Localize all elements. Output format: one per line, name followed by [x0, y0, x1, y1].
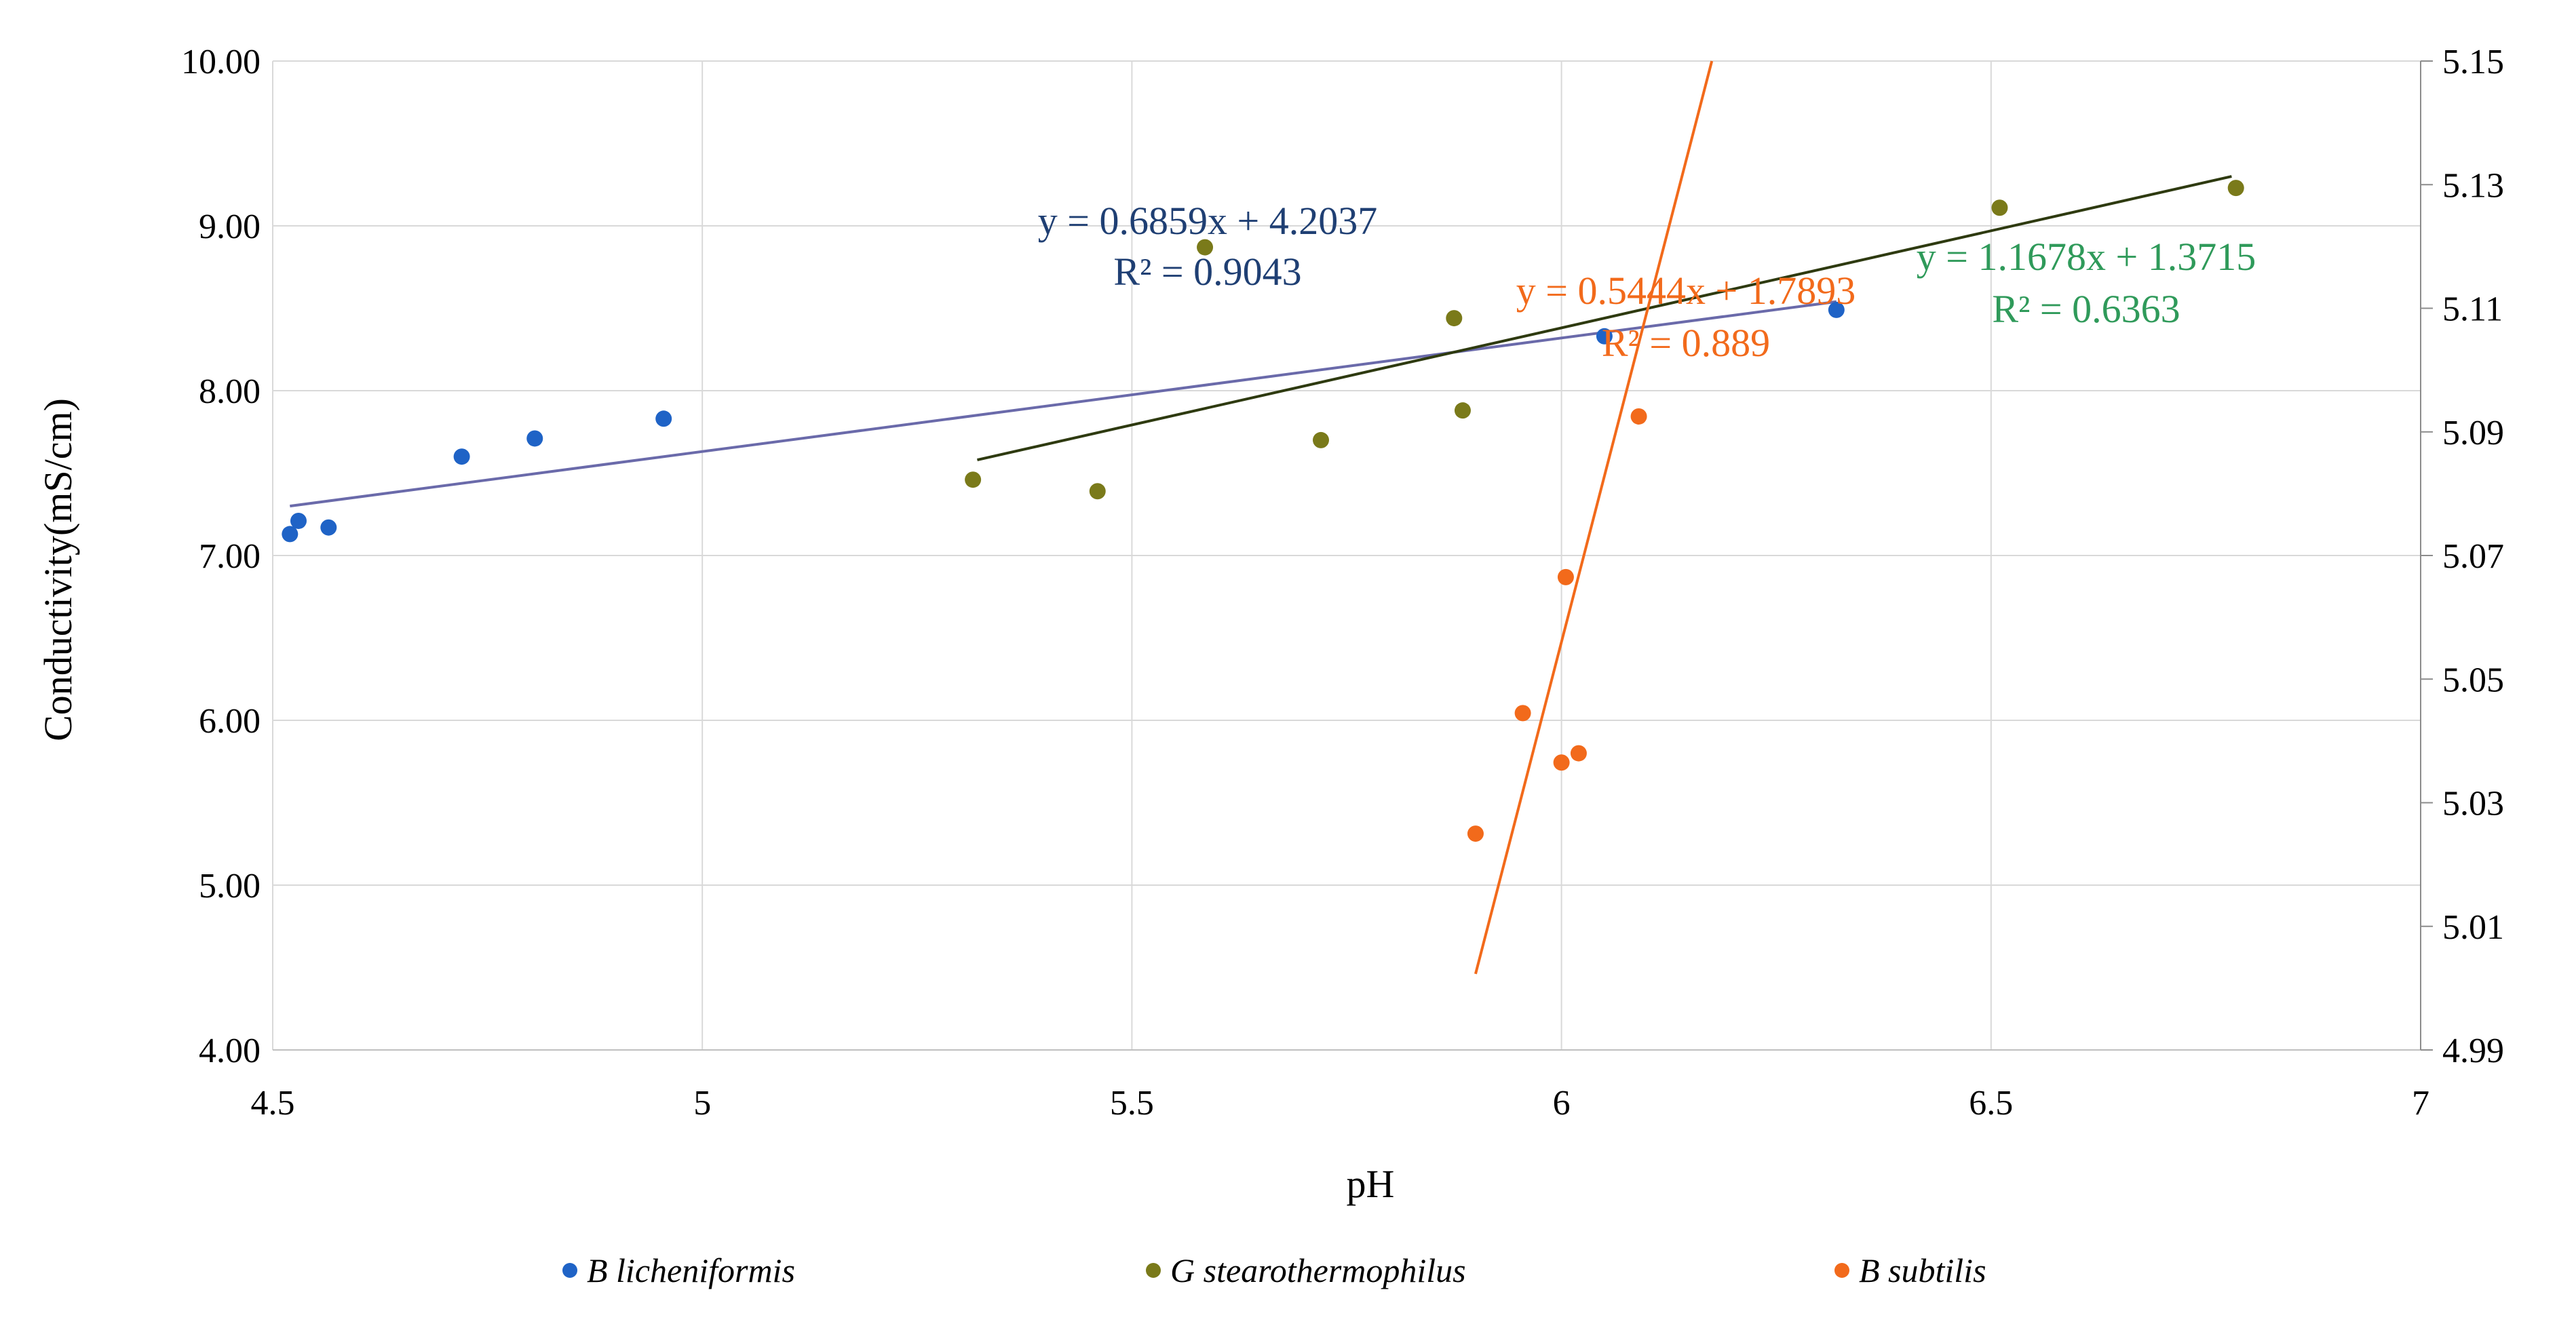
data-point: [965, 471, 982, 488]
x-tick-label: 5: [693, 1084, 711, 1123]
y2-tick-label: 5.13: [2442, 166, 2504, 205]
y-tick-label: 4.00: [199, 1032, 261, 1070]
y-axis-title: Conductivity(mS/cm): [36, 398, 80, 741]
data-point: [1089, 483, 1106, 500]
trendline-2: [1474, 60, 1714, 975]
legend-label: B subtilis: [1859, 1251, 1986, 1289]
trendline-equation: y = 0.6859x + 4.2037: [1038, 199, 1377, 243]
legend-marker: [1834, 1263, 1849, 1278]
x-tick-label: 6: [1553, 1084, 1571, 1123]
y2-tick-label: 5.03: [2442, 785, 2504, 823]
trendline-1: [977, 175, 2232, 462]
data-point: [1514, 705, 1531, 722]
y-tick-label: 5.00: [199, 867, 261, 905]
data-point: [282, 526, 299, 543]
data-point: [526, 430, 543, 447]
y-tick-label: 7.00: [199, 537, 261, 576]
y-tick-label: 10.00: [181, 43, 261, 81]
x-tick-label: 5.5: [1110, 1084, 1154, 1123]
data-point: [1596, 328, 1613, 345]
data-point: [1454, 402, 1471, 419]
trendlines: [290, 60, 2232, 975]
axes: [273, 60, 2433, 1051]
data-point: [2227, 180, 2244, 197]
y-tick-label: 8.00: [199, 372, 261, 411]
data-point: [1197, 239, 1214, 256]
data-point: [1557, 568, 1574, 585]
x-tick-label: 6.5: [1969, 1084, 2013, 1123]
data-point: [320, 519, 337, 536]
data-point: [1828, 301, 1845, 318]
data-point: [1446, 310, 1463, 327]
y2-tick-label: 5.11: [2442, 290, 2503, 329]
trendline-equation: y = 0.5444x + 1.7893: [1516, 269, 1856, 313]
y-tick-label: 6.00: [199, 702, 261, 741]
y2-tick-label: 5.15: [2442, 43, 2504, 81]
data-point: [655, 410, 672, 427]
trendline-r2: R² = 0.6363: [1992, 287, 2180, 331]
data-point: [1991, 199, 2008, 216]
data-point: [453, 448, 470, 465]
y2-tick-label: 5.01: [2442, 908, 2504, 947]
trendline-0: [290, 300, 1837, 508]
y-tick-label: 9.00: [199, 208, 261, 246]
legend-marker: [1146, 1263, 1161, 1278]
data-point: [1630, 408, 1647, 425]
legend-label: G stearothermophilus: [1170, 1251, 1466, 1289]
x-tick-label: 4.5: [251, 1084, 295, 1123]
data-points: [282, 180, 2244, 842]
trendline-equation: y = 1.1678x + 1.3715: [1917, 235, 2256, 279]
tick-labels: 4.00 5.00 6.00 7.00 8.00 9.00 10.00 4.5 5 5.5 6 6.5…: [181, 43, 2504, 1123]
y2-tick-label: 5.05: [2442, 661, 2504, 699]
data-point: [1313, 431, 1330, 448]
y2-tick-label: 4.99: [2442, 1032, 2504, 1070]
data-point: [1570, 745, 1587, 762]
legend-label: B licheniformis: [587, 1251, 795, 1289]
y2-tick-label: 5.07: [2442, 537, 2504, 576]
trendline-r2: R² = 0.889: [1602, 321, 1770, 365]
data-point: [1467, 825, 1484, 842]
trendline-labels: y = 0.6859x + 4.2037 R² = 0.9043 y = 1.167…: [1038, 199, 2256, 365]
x-tick-label: 7: [2412, 1084, 2429, 1123]
legend-marker: [562, 1263, 577, 1278]
trendline-r2: R² = 0.9043: [1113, 250, 1301, 294]
y2-tick-label: 5.09: [2442, 414, 2504, 452]
legend: B licheniformis G stearothermophilus B sub…: [562, 1251, 1986, 1289]
data-point: [1553, 754, 1570, 771]
data-point: [290, 512, 307, 529]
x-axis-title: pH: [1347, 1162, 1395, 1206]
